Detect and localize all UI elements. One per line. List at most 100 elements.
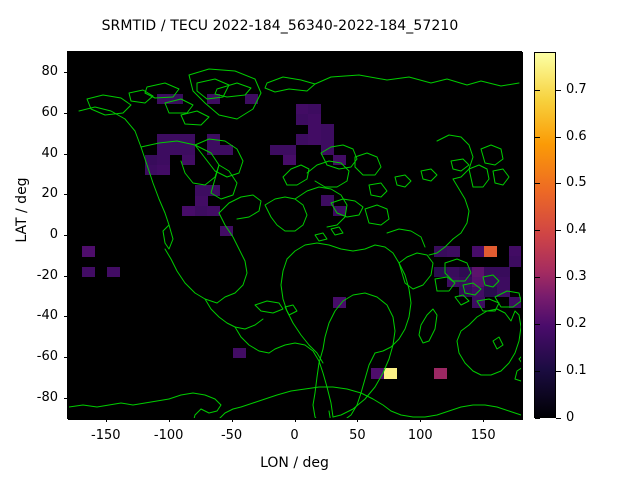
heatmap-cell	[106, 266, 120, 278]
heatmap-cell	[320, 144, 334, 156]
colorbar-tick-mark-inner	[535, 277, 540, 279]
colorbar-tick-mark-inner	[535, 371, 540, 373]
heatmap-cell	[496, 266, 510, 278]
y-tick-mark	[64, 235, 68, 236]
colorbar-tick-mark-inner	[535, 183, 540, 185]
colorbar-tick-mark	[556, 89, 561, 91]
heatmap-cell	[182, 205, 196, 217]
heatmap-cell	[207, 144, 221, 156]
colorbar-tick-label: 0.1	[566, 363, 587, 379]
x-tick-label: 100	[407, 428, 433, 443]
heatmap-cell	[320, 134, 334, 145]
heatmap-cell	[295, 103, 309, 115]
colorbar-tick-mark-inner	[535, 418, 540, 419]
colorbar-tick-label: 0.2	[566, 316, 587, 332]
heatmap-cell	[446, 266, 460, 278]
colorbar-tick-label: 0	[566, 410, 575, 425]
y-tick-label: -60	[36, 349, 58, 364]
heatmap-cell	[295, 114, 309, 125]
heatmap-cell	[459, 286, 473, 298]
heatmap-cell	[169, 144, 183, 156]
y-tick-mark	[64, 113, 68, 114]
heatmap-cell-layer	[69, 53, 522, 419]
colorbar-tick-mark	[556, 277, 561, 279]
heatmap-cell	[433, 266, 447, 278]
heatmap-cell	[333, 297, 347, 308]
x-tick-mark	[294, 418, 296, 422]
heatmap-cell	[308, 103, 322, 115]
heatmap-cell	[320, 195, 334, 206]
heatmap-cell	[169, 134, 183, 145]
heatmap-cell	[157, 154, 171, 166]
y-tick-label: 20	[41, 186, 58, 202]
y-tick-label: 0	[49, 227, 58, 242]
heatmap-cell	[144, 164, 158, 176]
heatmap-cell	[81, 266, 95, 278]
heatmap-cell	[471, 266, 485, 278]
heatmap-cell	[282, 154, 296, 166]
x-axis-label: LON / deg	[260, 455, 329, 471]
heatmap-cell	[157, 93, 171, 105]
colorbar-tick-label: 0.6	[566, 128, 587, 144]
heatmap-cell	[157, 144, 171, 156]
y-tick-mark	[64, 275, 68, 277]
heatmap-cell	[232, 347, 246, 359]
heatmap-cell	[308, 134, 322, 145]
heatmap-cell	[81, 246, 95, 257]
heatmap-cell	[471, 286, 485, 298]
heatmap-cell	[194, 195, 208, 206]
x-tick-label: 150	[470, 428, 496, 443]
colorbar-gradient	[535, 53, 555, 417]
heatmap-cell	[509, 246, 522, 257]
heatmap-cell	[182, 154, 196, 166]
colorbar-tick-mark	[556, 183, 561, 185]
heatmap-cell	[182, 134, 196, 145]
heatmap-cell	[245, 93, 259, 105]
x-tick-label: -150	[91, 428, 121, 443]
heatmap-cell	[220, 225, 234, 237]
heatmap-cell	[194, 205, 208, 217]
heatmap-cell	[371, 368, 385, 379]
y-tick-label: 60	[41, 105, 58, 120]
heatmap-cell	[220, 144, 234, 156]
y-tick-label: 80	[41, 64, 58, 80]
y-tick-mark	[64, 397, 68, 399]
x-tick-mark	[483, 418, 485, 422]
x-tick-label: 50	[349, 428, 366, 443]
heatmap-cell	[194, 185, 208, 196]
colorbar-tick-mark-inner	[535, 136, 540, 138]
heatmap-cell	[308, 114, 322, 125]
heatmap-cell	[282, 144, 296, 156]
heatmap-cell	[484, 286, 498, 298]
colorbar-tick-label: 0.7	[566, 81, 587, 97]
heatmap-cell	[484, 246, 498, 257]
heatmap-cell	[509, 297, 522, 308]
colorbar-tick-mark	[556, 324, 561, 326]
heatmap-cell	[270, 144, 284, 156]
x-tick-mark	[168, 418, 170, 422]
heatmap-cell	[484, 276, 498, 288]
heatmap-cell	[144, 154, 158, 166]
heatmap-cell	[295, 134, 309, 145]
colorbar-tick-label: 0.4	[566, 222, 587, 238]
heatmap-cell	[433, 246, 447, 257]
x-tick-label: 0	[290, 428, 299, 443]
x-tick-mark	[357, 418, 359, 422]
colorbar-tick-mark	[556, 371, 561, 373]
heatmap-cell	[169, 93, 183, 105]
colorbar-tick-mark-inner	[535, 230, 540, 232]
heatmap-cell	[446, 246, 460, 257]
x-tick-mark	[105, 418, 107, 422]
x-tick-label: -50	[220, 428, 243, 443]
colorbar-tick-label: 0.3	[566, 269, 587, 285]
heatmap-cell	[459, 276, 473, 288]
heatmap-cell	[471, 246, 485, 257]
y-tick-label: 40	[41, 145, 58, 161]
x-tick-mark	[231, 418, 233, 422]
heatmap-cell	[333, 154, 347, 166]
colorbar[interactable]	[534, 52, 556, 418]
colorbar-tick-label: 0.5	[566, 175, 587, 191]
y-tick-mark	[64, 316, 68, 318]
heatmap-cell	[182, 144, 196, 156]
map-axes-panel[interactable]	[68, 52, 523, 420]
